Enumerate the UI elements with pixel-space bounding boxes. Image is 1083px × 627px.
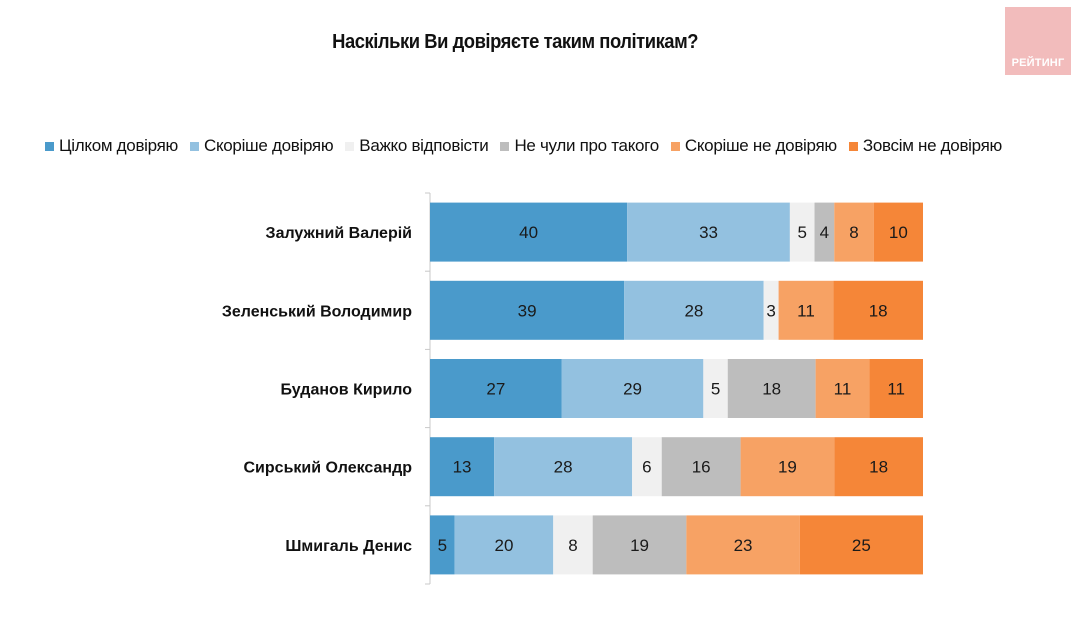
- data-label: 29: [623, 380, 642, 399]
- bar-segment: [430, 280, 625, 340]
- legend-swatch: [500, 141, 510, 151]
- bar-segment: [430, 515, 455, 575]
- data-label: 28: [554, 458, 573, 477]
- bar-segment: [553, 515, 593, 575]
- bar-segment: [833, 280, 923, 340]
- bar-segment: [740, 437, 835, 497]
- data-label: 10: [889, 223, 908, 242]
- data-label: 11: [797, 301, 815, 320]
- data-label: 18: [869, 458, 888, 477]
- legend-item: Цілком довіряю: [45, 136, 178, 156]
- legend-swatch: [345, 141, 355, 151]
- legend-label: Зовсім не довіряю: [862, 136, 1002, 155]
- data-label: 4: [820, 223, 829, 242]
- legend-item: Зовсім не довіряю: [848, 136, 1002, 156]
- data-label: 5: [711, 380, 720, 399]
- bar-segment: [703, 359, 728, 418]
- bar-segment: [624, 280, 764, 340]
- legend-label: Не чули про такого: [514, 136, 659, 155]
- data-label: 5: [438, 536, 447, 555]
- legend-item: Скоріше довіряю: [189, 136, 334, 156]
- data-label: 18: [762, 380, 781, 399]
- bar-segment: [494, 437, 633, 497]
- data-label: 19: [778, 458, 797, 477]
- bar-segment: [763, 280, 779, 340]
- chart-legend: Цілком довіряю Скоріше довіряю Важко відпо…: [45, 136, 1014, 156]
- bar-segment: [869, 359, 923, 418]
- bar-segment: [778, 280, 834, 340]
- legend-swatch: [848, 141, 858, 151]
- data-label: 27: [486, 380, 505, 399]
- data-label: 13: [453, 458, 472, 477]
- logo-text: РЕЙТИНГ: [1011, 57, 1065, 69]
- bar-segment: [727, 359, 816, 418]
- data-label: 6: [642, 458, 651, 477]
- bar-segment: [873, 202, 923, 262]
- data-label: 25: [852, 536, 871, 555]
- bar-segment: [834, 202, 874, 262]
- bar-segment: [561, 359, 704, 418]
- bar-segment: [627, 202, 790, 262]
- bar-segment: [815, 359, 870, 418]
- legend-item: Не чули про такого: [500, 136, 659, 156]
- data-label: 20: [494, 536, 513, 555]
- data-label: 19: [630, 536, 649, 555]
- data-label: 11: [834, 380, 852, 399]
- legend-label: Важко відповісти: [359, 136, 489, 155]
- bar-segment: [789, 202, 815, 262]
- category-label: Зеленський Володимир: [222, 303, 412, 320]
- data-label: 28: [684, 301, 703, 320]
- legend-label: Скоріше не довіряю: [684, 136, 837, 155]
- category-label: Буданов Кирило: [281, 382, 413, 399]
- data-label: 11: [887, 380, 905, 399]
- category-label: Сирський Олександр: [244, 460, 413, 477]
- rating-logo: РЕЙТИНГ: [1005, 7, 1071, 75]
- legend-label: Скоріше довіряю: [203, 136, 334, 155]
- bar-segment: [592, 515, 687, 575]
- legend-item: Важко відповісти: [345, 136, 489, 156]
- bar-segment: [834, 437, 923, 497]
- chart-title: Наскільки Ви довіряєте таким політикам?: [332, 31, 699, 53]
- bar-segment: [430, 437, 495, 497]
- legend-swatch: [45, 141, 54, 151]
- bar-segment: [799, 515, 923, 575]
- data-label: 39: [518, 301, 537, 320]
- legend-item: Скоріше не довіряю: [670, 136, 837, 156]
- data-label: 23: [734, 536, 753, 555]
- legend-label: Цілком довіряю: [59, 136, 178, 155]
- bar-segment: [814, 202, 835, 262]
- legend-swatch: [189, 141, 199, 151]
- data-label: 18: [869, 301, 888, 320]
- data-label: 16: [692, 458, 711, 477]
- bar-segment: [430, 359, 562, 418]
- bar-segment: [686, 515, 800, 575]
- category-label: Залужний Валерій: [266, 225, 412, 242]
- bar-segment: [454, 515, 554, 575]
- data-label: 33: [699, 223, 718, 242]
- data-label: 8: [568, 536, 577, 555]
- data-label: 5: [797, 223, 806, 242]
- bar-segment: [632, 437, 662, 497]
- category-label: Шмигаль Денис: [285, 538, 412, 555]
- data-label: 3: [766, 301, 775, 320]
- bar-segment: [430, 202, 628, 262]
- legend-swatch: [670, 141, 680, 151]
- data-label: 8: [849, 223, 858, 242]
- bar-segment: [661, 437, 741, 497]
- data-label: 40: [519, 223, 538, 242]
